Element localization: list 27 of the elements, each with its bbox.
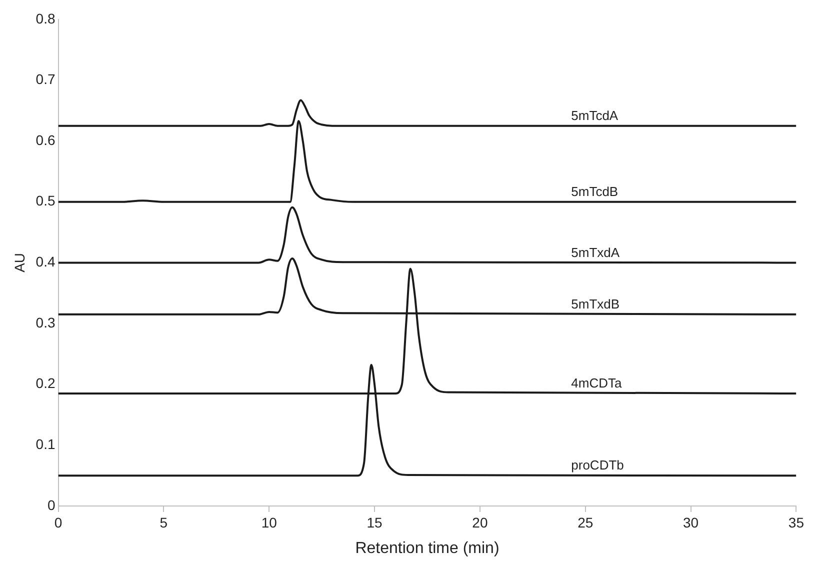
- y-tick-label: 0.3: [36, 314, 56, 330]
- series-label: 4mCDTa: [571, 376, 622, 391]
- x-tick-label: 30: [683, 514, 699, 530]
- line-series: [58, 99, 796, 127]
- series-label: proCDTb: [571, 458, 624, 473]
- y-tick-label: 0.7: [36, 71, 56, 88]
- line-series: [58, 120, 796, 203]
- series-label: 5mTxdA: [571, 244, 620, 260]
- x-tick-label: 35: [788, 514, 804, 530]
- x-tick-label: 15: [366, 514, 383, 530]
- y-tick-label: 0: [47, 496, 56, 513]
- x-tick-label: 10: [261, 514, 278, 530]
- y-tick-label: 0.4: [36, 254, 56, 270]
- x-axis-title: Retention time (min): [355, 540, 500, 557]
- y-tick-label: 0.2: [36, 375, 56, 392]
- x-tick-label: 5: [160, 514, 168, 530]
- series-label: 5mTxdB: [571, 296, 620, 312]
- series-label: 5mTcdB: [571, 184, 618, 199]
- y-tick-label: 0.6: [36, 132, 56, 148]
- series-label: 5mTcdA: [571, 108, 618, 123]
- y-tick-label: 0.1: [36, 436, 56, 452]
- x-tick-label: 20: [472, 514, 488, 530]
- x-tick-label: 25: [578, 514, 594, 530]
- y-tick-label: 0.5: [36, 192, 56, 209]
- y-tick-label: 0.8: [36, 10, 56, 26]
- line-series: [58, 206, 796, 264]
- y-axis-title: AU: [11, 252, 28, 272]
